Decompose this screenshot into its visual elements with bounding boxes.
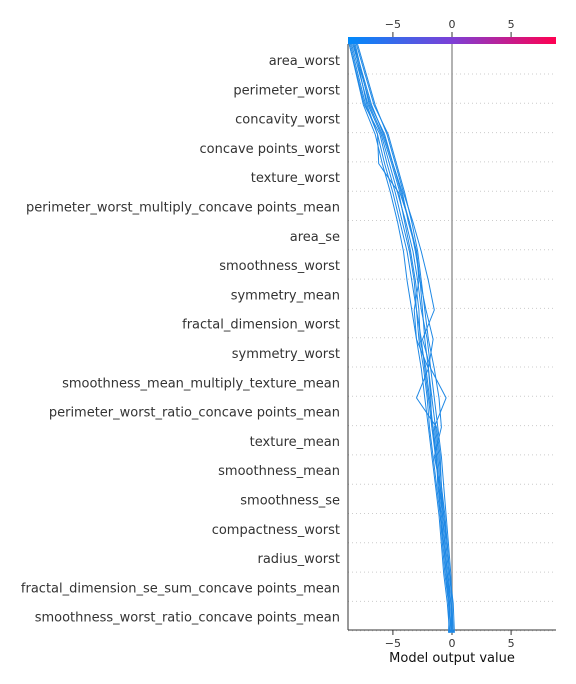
feature-label: concavity_worst xyxy=(235,113,340,128)
bottom-tick-label: −5 xyxy=(385,637,401,650)
top-tick-label: −5 xyxy=(385,18,401,31)
feature-labels: area_worst perimeter_worst concavity_worst… xyxy=(21,54,340,626)
feature-label: concave points_worst xyxy=(199,142,340,157)
top-tick-label: 5 xyxy=(508,18,515,31)
feature-label: symmetry_worst xyxy=(232,347,340,362)
feature-label: perimeter_worst_ratio_concave points_mea… xyxy=(49,406,340,421)
x-axis-title: Model output value xyxy=(389,651,515,666)
feature-label: texture_mean xyxy=(250,435,340,450)
top-axis-ticks: −5 0 5 xyxy=(385,18,515,37)
decision-line xyxy=(351,43,454,633)
decision-line xyxy=(354,43,454,633)
feature-label: smoothness_worst_ratio_concave points_me… xyxy=(35,611,340,626)
feature-label: radius_worst xyxy=(258,552,341,567)
feature-label: smoothness_worst xyxy=(219,259,340,274)
bottom-tick-label: 0 xyxy=(449,637,456,650)
feature-label: compactness_worst xyxy=(212,523,340,538)
decision-line xyxy=(355,43,455,633)
decision-line xyxy=(348,43,452,633)
feature-label: texture_worst xyxy=(251,171,340,186)
bottom-axis-ticks: −5 0 5 xyxy=(385,630,515,650)
colorbar xyxy=(348,37,556,44)
feature-label: fractal_dimension_se_sum_concave points_… xyxy=(21,581,340,596)
top-tick-label: 0 xyxy=(449,18,456,31)
feature-label: area_worst xyxy=(269,54,340,69)
feature-label: smoothness_mean_multiply_texture_mean xyxy=(62,376,340,391)
feature-label: smoothness_se xyxy=(240,494,340,509)
decision-line xyxy=(348,43,453,633)
feature-label: area_se xyxy=(290,230,340,245)
feature-label: smoothness_mean xyxy=(218,464,340,479)
feature-label: symmetry_mean xyxy=(231,288,340,303)
feature-label: fractal_dimension_worst xyxy=(182,318,340,333)
feature-label: perimeter_worst_multiply_concave points_… xyxy=(26,201,340,216)
decision-line xyxy=(353,43,452,633)
bottom-tick-label: 5 xyxy=(508,637,515,650)
decision-lines xyxy=(348,43,455,633)
feature-label: perimeter_worst xyxy=(233,83,340,98)
decision-line xyxy=(349,43,454,633)
